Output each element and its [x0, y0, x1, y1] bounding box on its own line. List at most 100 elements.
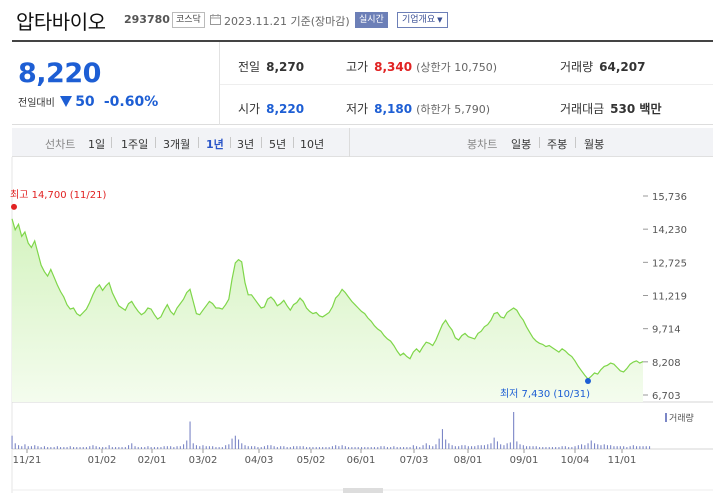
volume-legend: 거래량: [669, 412, 694, 424]
volume-bar: [354, 447, 356, 449]
volume-bar: [137, 447, 139, 449]
down-triangle-icon: [60, 96, 72, 107]
volume: 거래량 64,207: [560, 58, 645, 75]
volume-bar: [626, 447, 628, 449]
x-tick-label: 04/03: [245, 455, 274, 466]
price-area: [12, 218, 643, 402]
volume-bar: [577, 445, 579, 449]
volume-bar: [471, 446, 473, 449]
volume-bar: [257, 447, 259, 449]
volume-bar: [464, 445, 466, 449]
volume-bar: [364, 447, 366, 449]
candle-chart-label: 봉차트: [467, 138, 498, 151]
volume-bar: [539, 447, 541, 449]
volume-bar: [558, 447, 560, 449]
volume-bar: [377, 447, 379, 449]
volume-bar: [428, 445, 430, 449]
volume-bar: [561, 446, 563, 449]
volume-bar: [302, 446, 304, 449]
volume-bar: [85, 447, 87, 449]
realtime-button[interactable]: 실시간: [355, 12, 388, 28]
volume-bar: [37, 446, 39, 449]
volume-bar: [600, 445, 602, 449]
prev-close-label: 전일: [238, 60, 261, 74]
volume-bar: [451, 445, 453, 449]
volume-bar: [296, 446, 298, 449]
volume-bar: [306, 447, 308, 449]
change-value: 50: [75, 94, 95, 110]
volume-bar: [474, 446, 476, 449]
tab-1d[interactable]: 1일: [88, 138, 106, 151]
volume-bar: [163, 446, 165, 449]
divider: [293, 137, 294, 148]
volume-bar: [606, 445, 608, 449]
tab-weekly[interactable]: 주봉: [547, 138, 568, 151]
volume-bar: [367, 447, 369, 449]
volume-bar: [276, 447, 278, 449]
volume-bar: [208, 446, 210, 449]
tab-10y[interactable]: 10년: [300, 138, 325, 151]
low-marker: [584, 377, 591, 384]
tab-monthly[interactable]: 월봉: [584, 138, 605, 151]
volume-bar: [289, 447, 291, 449]
tab-daily[interactable]: 일봉: [511, 138, 532, 151]
volume-bar: [493, 437, 495, 449]
price-chart[interactable]: 15,73614,23012,72511,2199,7148,2086,703 …: [0, 157, 713, 493]
x-tick-label: 09/01: [510, 455, 539, 466]
volume-bar: [390, 447, 392, 449]
volume-bar: [218, 447, 220, 449]
divider: [155, 137, 156, 148]
volume-bar: [312, 447, 314, 449]
volume-bar: [616, 446, 618, 449]
volume-bar: [357, 447, 359, 449]
tab-1w[interactable]: 1주일: [121, 138, 149, 151]
company-info-label: 기업개요: [402, 15, 436, 25]
volume-bar: [613, 446, 615, 449]
volume-bar: [490, 443, 492, 449]
tab-3m[interactable]: 3개월: [163, 138, 191, 151]
y-tick-label: 11,219: [652, 292, 687, 303]
y-tick-label: 9,714: [652, 325, 681, 336]
market-badge: 코스닥: [172, 12, 205, 28]
volume-bar: [18, 445, 20, 449]
volume-bar: [568, 447, 570, 449]
volume-bar: [202, 445, 204, 449]
volume-bar: [76, 447, 78, 449]
volume-bar: [50, 447, 52, 449]
volume-bar: [234, 435, 236, 449]
volume-bar: [147, 446, 149, 449]
volume-bar: [571, 447, 573, 449]
volume-bar: [629, 446, 631, 449]
volume-bar: [40, 447, 42, 449]
volume-bar: [153, 447, 155, 449]
volume-bar: [328, 447, 330, 449]
tab-3y[interactable]: 3년: [237, 138, 255, 151]
volume-bar: [496, 441, 498, 449]
volume-bar: [341, 445, 343, 449]
volume-bar: [244, 445, 246, 449]
volume-bar: [195, 445, 197, 449]
volume-bar: [581, 444, 583, 449]
volume-bar: [299, 446, 301, 449]
volume-bar: [487, 444, 489, 449]
calendar-icon: [210, 14, 221, 25]
volume-bar: [134, 446, 136, 449]
amount-value: 530 백만: [610, 102, 662, 116]
volume-bar: [564, 446, 566, 449]
high-marker: [11, 203, 17, 210]
company-info-dropdown[interactable]: 기업개요 ▼: [397, 12, 448, 28]
volume-bar: [335, 445, 337, 449]
volume-bar: [516, 441, 518, 449]
tab-5y[interactable]: 5년: [269, 138, 287, 151]
volume-bar: [529, 446, 531, 449]
volume-bar: [532, 446, 534, 449]
volume-legend-swatch: [665, 413, 667, 422]
high-label: 고가: [346, 60, 369, 74]
volume-bar: [89, 446, 91, 449]
volume-bar: [280, 446, 282, 449]
chart-annotations: 최고 14,700 (11/21) 최저 7,430 (10/31): [10, 189, 591, 400]
volume-bar: [590, 440, 592, 449]
volume-bar: [160, 447, 162, 449]
volume-bar: [584, 445, 586, 449]
tab-1y[interactable]: 1년: [206, 138, 224, 151]
